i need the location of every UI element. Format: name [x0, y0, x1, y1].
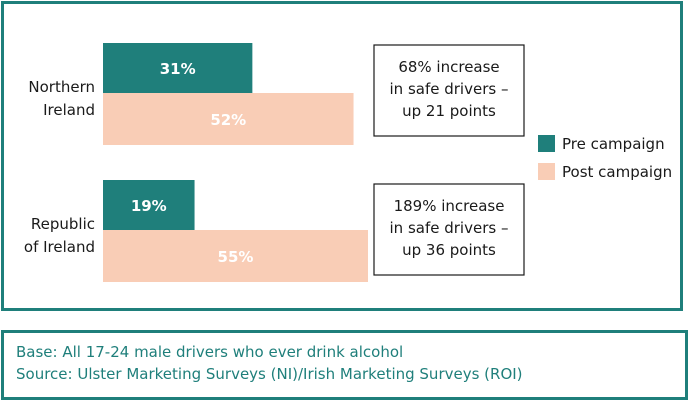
bar-chart: Northern Ireland 31% 52% Republic of Ireland 1…	[24, 43, 672, 282]
legend-swatch	[538, 163, 555, 180]
bar-value-label: 55%	[218, 248, 254, 266]
category-label: Ireland	[43, 101, 95, 119]
source-note: Source: Ulster Marketing Surveys (NI)/Ir…	[16, 365, 523, 383]
annotation-box	[373, 183, 525, 276]
bar-value-label: 52%	[210, 111, 246, 129]
bar	[103, 180, 195, 230]
bar-value-label: 19%	[131, 197, 167, 215]
legend-label: Post campaign	[562, 163, 672, 181]
category-label: Republic	[31, 215, 95, 233]
annotation-text: 68% increase	[398, 58, 499, 76]
bar	[103, 93, 354, 145]
annotation-text: 189% increase	[394, 197, 505, 215]
bar	[103, 230, 368, 282]
annotation-text: in safe drivers –	[390, 80, 509, 98]
category-label: Northern	[28, 78, 95, 96]
bar	[103, 43, 253, 93]
annotation-text: up 36 points	[402, 241, 496, 259]
annotation-text: up 21 points	[402, 102, 496, 120]
annotation-box	[373, 44, 525, 137]
source-panel: Base: All 17-24 male drivers who ever dr…	[1, 330, 688, 400]
category-label: of Ireland	[24, 238, 95, 256]
chart-panel: Northern Ireland 31% 52% Republic of Ireland 1…	[1, 1, 683, 311]
annotation-text: in safe drivers –	[390, 219, 509, 237]
base-note: Base: All 17-24 male drivers who ever dr…	[16, 343, 404, 361]
legend-label: Pre campaign	[562, 135, 665, 153]
bar-value-label: 31%	[160, 60, 196, 78]
legend-swatch	[538, 135, 555, 152]
